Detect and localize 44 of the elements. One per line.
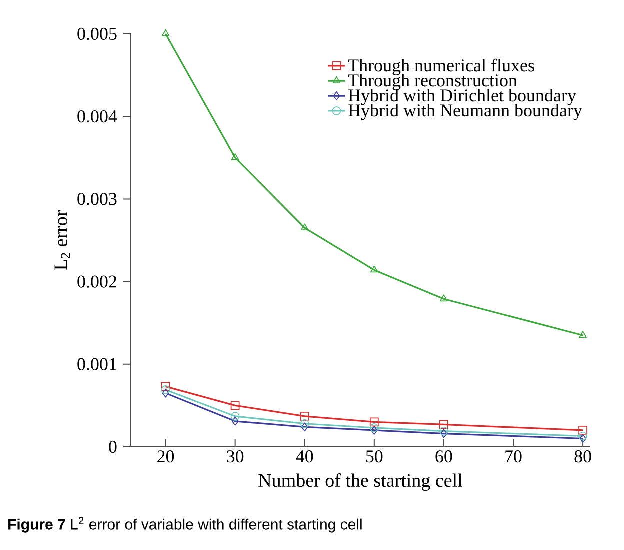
point xyxy=(300,224,309,231)
point xyxy=(370,266,378,273)
x-tick-label: 50 xyxy=(366,450,383,463)
point xyxy=(161,382,170,392)
point xyxy=(370,424,379,432)
point xyxy=(162,388,170,398)
y-axis-title: L$_{2}$ error xyxy=(54,210,70,270)
x-tick-label: 60 xyxy=(436,450,452,463)
point xyxy=(370,418,379,427)
y-tick-label: 0.004 xyxy=(78,110,118,123)
x-axis-title: Number of the starting cell xyxy=(258,474,462,492)
x-tick-label: 70 xyxy=(506,450,522,463)
point xyxy=(440,420,448,430)
text: Figure 7 L$^{2}$ error of variable with different starting cell xyxy=(8,517,362,533)
y-tick-label: 0.002 xyxy=(78,276,116,288)
point xyxy=(161,386,170,394)
x-tick-label: 80 xyxy=(574,450,592,463)
legend-label: Hybrid with Neumann boundary xyxy=(348,104,582,120)
x-tick-label: 20 xyxy=(158,450,174,463)
point xyxy=(440,426,448,436)
y-tick-label: 0.003 xyxy=(78,193,117,206)
point xyxy=(230,412,240,421)
x-tick-label: 30 xyxy=(227,450,244,463)
point xyxy=(301,422,308,432)
point xyxy=(370,426,378,435)
legend-label: Through numerical fluxes xyxy=(348,58,534,76)
legend-label: Through reconstruction xyxy=(348,74,518,90)
y-tick-label: 0 xyxy=(109,440,117,454)
point xyxy=(579,331,587,338)
point xyxy=(440,294,448,302)
point xyxy=(440,429,448,438)
point xyxy=(578,426,588,435)
y-tick-label: 0.005 xyxy=(78,28,117,40)
legend-label: Hybrid with Dirichlet boundary xyxy=(348,89,576,106)
point xyxy=(231,153,240,160)
x-tick-label: 40 xyxy=(296,450,314,463)
point xyxy=(580,434,586,444)
point xyxy=(162,30,170,36)
point xyxy=(300,412,310,421)
point xyxy=(578,432,588,441)
point xyxy=(232,416,239,426)
point xyxy=(300,419,310,428)
point xyxy=(230,401,240,410)
y-tick-label: 0.001 xyxy=(78,358,116,371)
